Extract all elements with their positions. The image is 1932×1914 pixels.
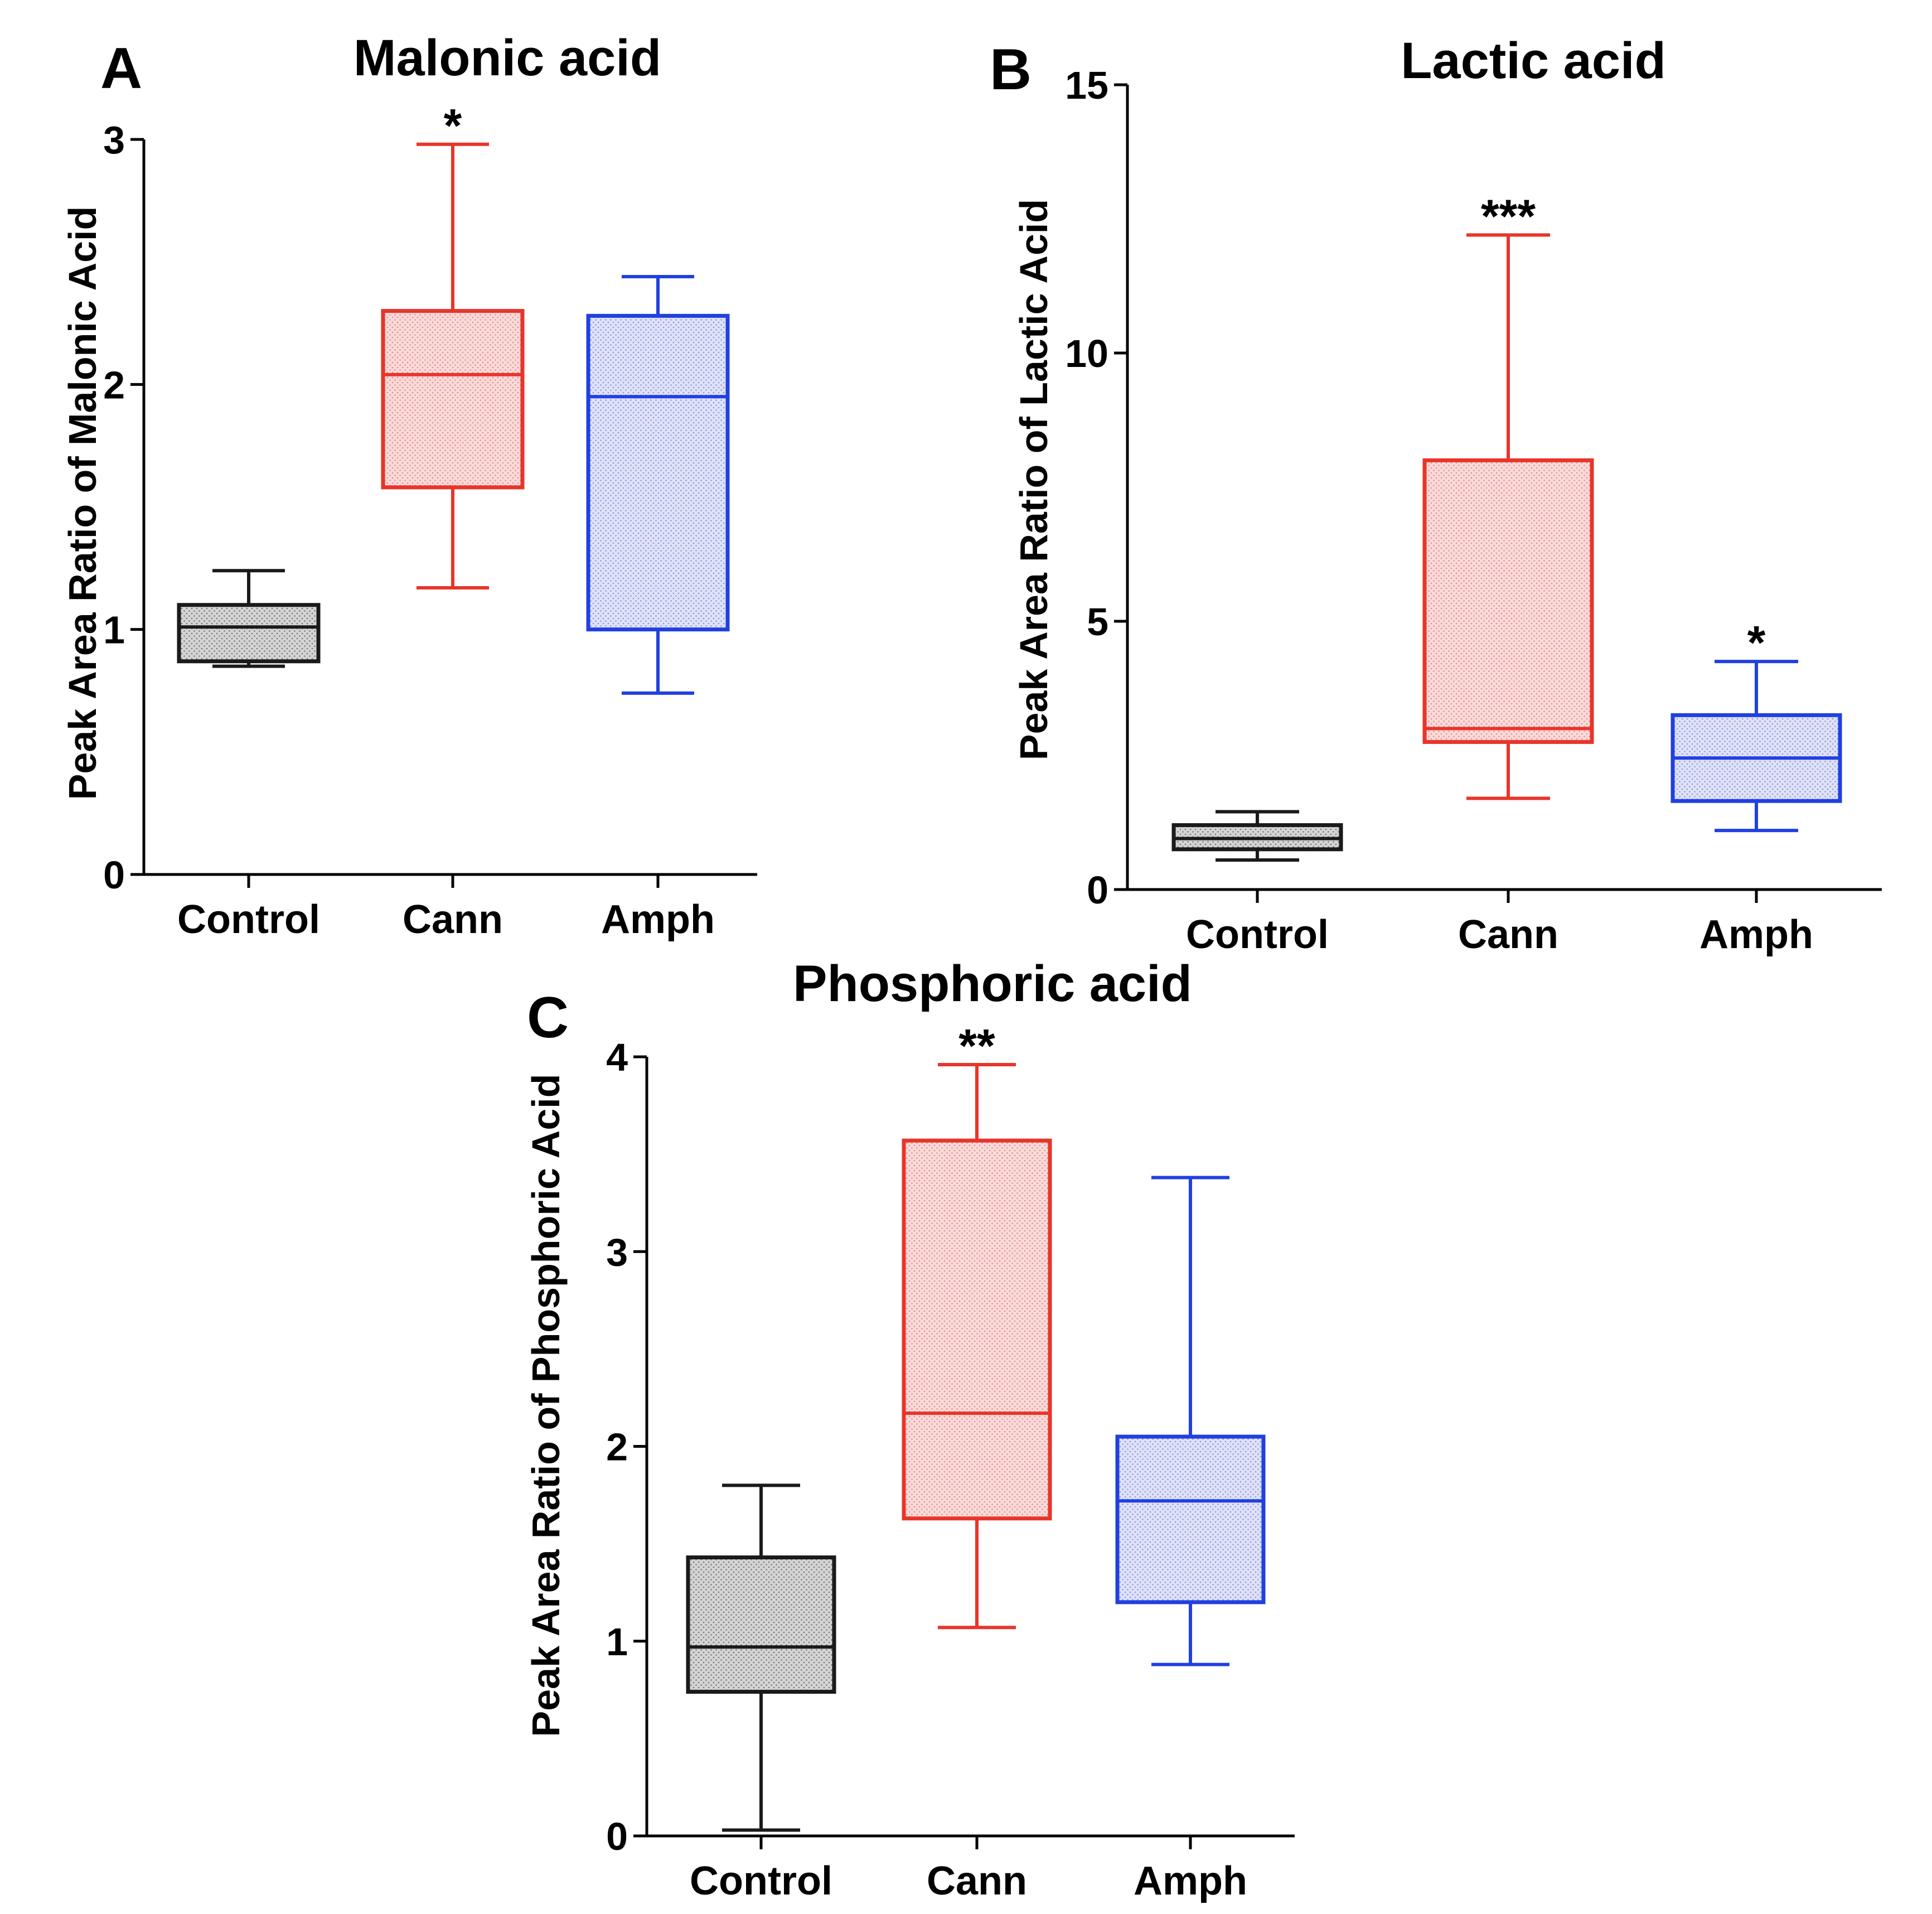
iqr-box xyxy=(902,1138,1052,1521)
x-tick-label-amph: Amph xyxy=(601,897,715,942)
y-tick-label: 5 xyxy=(1087,600,1108,644)
y-tick-label: 2 xyxy=(606,1425,628,1469)
y-axis-label: Peak Area Ratio of Phosphoric Acid xyxy=(524,1074,568,1737)
y-tick-label: 0 xyxy=(1087,868,1108,912)
box-amph xyxy=(586,275,730,695)
chart-title: Phosphoric acid xyxy=(793,955,1192,1012)
y-tick-label: 10 xyxy=(1065,332,1108,375)
iqr-box xyxy=(177,603,321,664)
box-cann: * xyxy=(381,99,525,589)
x-tick-labels: Control Cann Amph xyxy=(177,874,715,942)
box-amph xyxy=(1115,1176,1266,1666)
box-cann: ** xyxy=(902,1019,1052,1630)
x-tick-label-cann: Cann xyxy=(927,1859,1027,1903)
chart-title: Lactic acid xyxy=(1401,32,1666,89)
chart-title: Malonic acid xyxy=(354,30,661,86)
significance-marker: ** xyxy=(958,1019,995,1072)
boxes: **** xyxy=(1171,190,1842,862)
axes xyxy=(142,139,757,876)
x-tick-label-cann: Cann xyxy=(1458,912,1558,957)
x-tick-labels: Control Cann Amph xyxy=(690,1836,1247,1903)
iqr-box xyxy=(1422,458,1594,744)
y-axis-label: Peak Area Ratio of Lactic Acid xyxy=(1012,199,1055,760)
y-tick-label: 1 xyxy=(606,1620,628,1664)
y-tick-label: 0 xyxy=(606,1815,628,1858)
y-tick-label: 0 xyxy=(103,853,125,897)
x-tick-label-control: Control xyxy=(177,897,320,942)
x-tick-label-cann: Cann xyxy=(403,897,503,942)
y-ticks: 0 1 2 3 4 xyxy=(606,1036,647,1858)
significance-marker: * xyxy=(1747,616,1766,669)
iqr-box xyxy=(686,1555,836,1694)
panel-c: C Phosphoric acid Peak Area Ratio of Pho… xyxy=(524,955,1295,1903)
box-amph: * xyxy=(1670,616,1842,833)
y-tick-label: 15 xyxy=(1065,64,1108,107)
y-ticks: 0 5 10 15 xyxy=(1065,64,1127,912)
significance-marker: * xyxy=(444,99,462,152)
box-control xyxy=(177,569,321,668)
x-tick-label-amph: Amph xyxy=(1699,912,1813,957)
iqr-box xyxy=(1115,1434,1266,1604)
y-tick-label: 1 xyxy=(103,608,125,652)
panel-a: A Malonic acid Peak Area Ratio of Maloni… xyxy=(61,30,757,942)
y-tick-label: 2 xyxy=(103,363,125,407)
y-tick-label: 4 xyxy=(606,1036,628,1079)
panel-label: C xyxy=(527,985,569,1050)
y-tick-label: 3 xyxy=(103,118,125,162)
panel-label: B xyxy=(990,37,1032,102)
x-tick-label-control: Control xyxy=(1186,912,1329,957)
significance-marker: *** xyxy=(1481,190,1536,242)
y-tick-label: 3 xyxy=(606,1230,628,1274)
y-axis-label: Peak Area Ratio of Malonic Acid xyxy=(61,206,104,800)
iqr-box xyxy=(586,313,730,632)
panel-b: B Lactic acid Peak Area Ratio of Lactic … xyxy=(990,32,1882,957)
box-control xyxy=(686,1483,836,1832)
x-tick-label-amph: Amph xyxy=(1134,1859,1247,1903)
boxes: * xyxy=(177,99,730,695)
box-control xyxy=(1171,810,1343,862)
iqr-box xyxy=(381,309,525,490)
y-ticks: 0 1 2 3 xyxy=(103,118,144,897)
box-cann: *** xyxy=(1422,190,1594,800)
x-tick-label-control: Control xyxy=(690,1859,832,1903)
panel-label: A xyxy=(100,36,142,101)
x-tick-labels: Control Cann Amph xyxy=(1186,890,1813,957)
boxes: ** xyxy=(686,1019,1266,1832)
